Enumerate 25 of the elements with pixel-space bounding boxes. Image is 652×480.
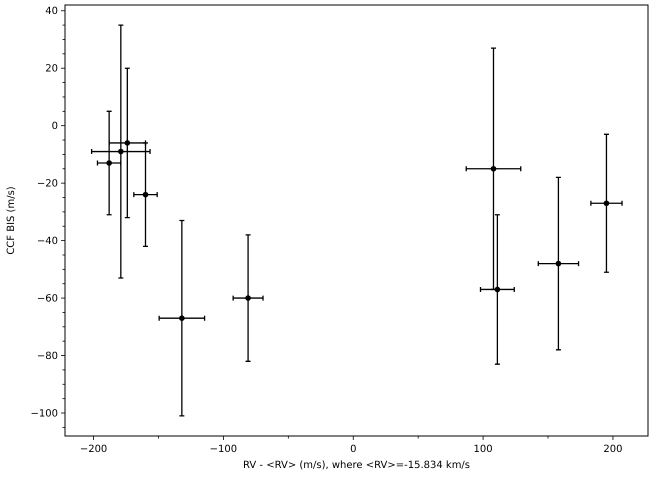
y-axis-title: CCF BIS (m/s) xyxy=(6,186,17,255)
y-tick-label: −20 xyxy=(36,178,58,190)
point xyxy=(604,200,610,206)
point xyxy=(245,295,251,301)
x-tick-label: 100 xyxy=(474,444,493,455)
x-tick-label: 200 xyxy=(603,444,622,455)
y-tick-label: 0 xyxy=(52,121,58,132)
y-tick-label: 40 xyxy=(45,6,58,18)
point xyxy=(179,315,185,321)
y-tick-label: 20 xyxy=(45,64,58,75)
y-tick-label: −80 xyxy=(36,351,58,362)
x-axis-title: RV - <RV> (m/s), where <RV>=-15.834 km/s xyxy=(242,460,470,471)
y-tick-label: −100 xyxy=(30,408,58,420)
point xyxy=(118,148,124,154)
x-tick-label: 0 xyxy=(350,444,356,455)
point xyxy=(490,166,496,172)
x-tick-label: −200 xyxy=(80,444,108,455)
point xyxy=(124,140,130,146)
point xyxy=(106,160,112,166)
x-tick-label: −100 xyxy=(210,444,238,455)
point xyxy=(494,286,500,292)
point xyxy=(142,192,148,198)
y-tick-label: −60 xyxy=(36,294,58,305)
point xyxy=(556,260,562,266)
y-tick-label: −40 xyxy=(36,236,58,248)
